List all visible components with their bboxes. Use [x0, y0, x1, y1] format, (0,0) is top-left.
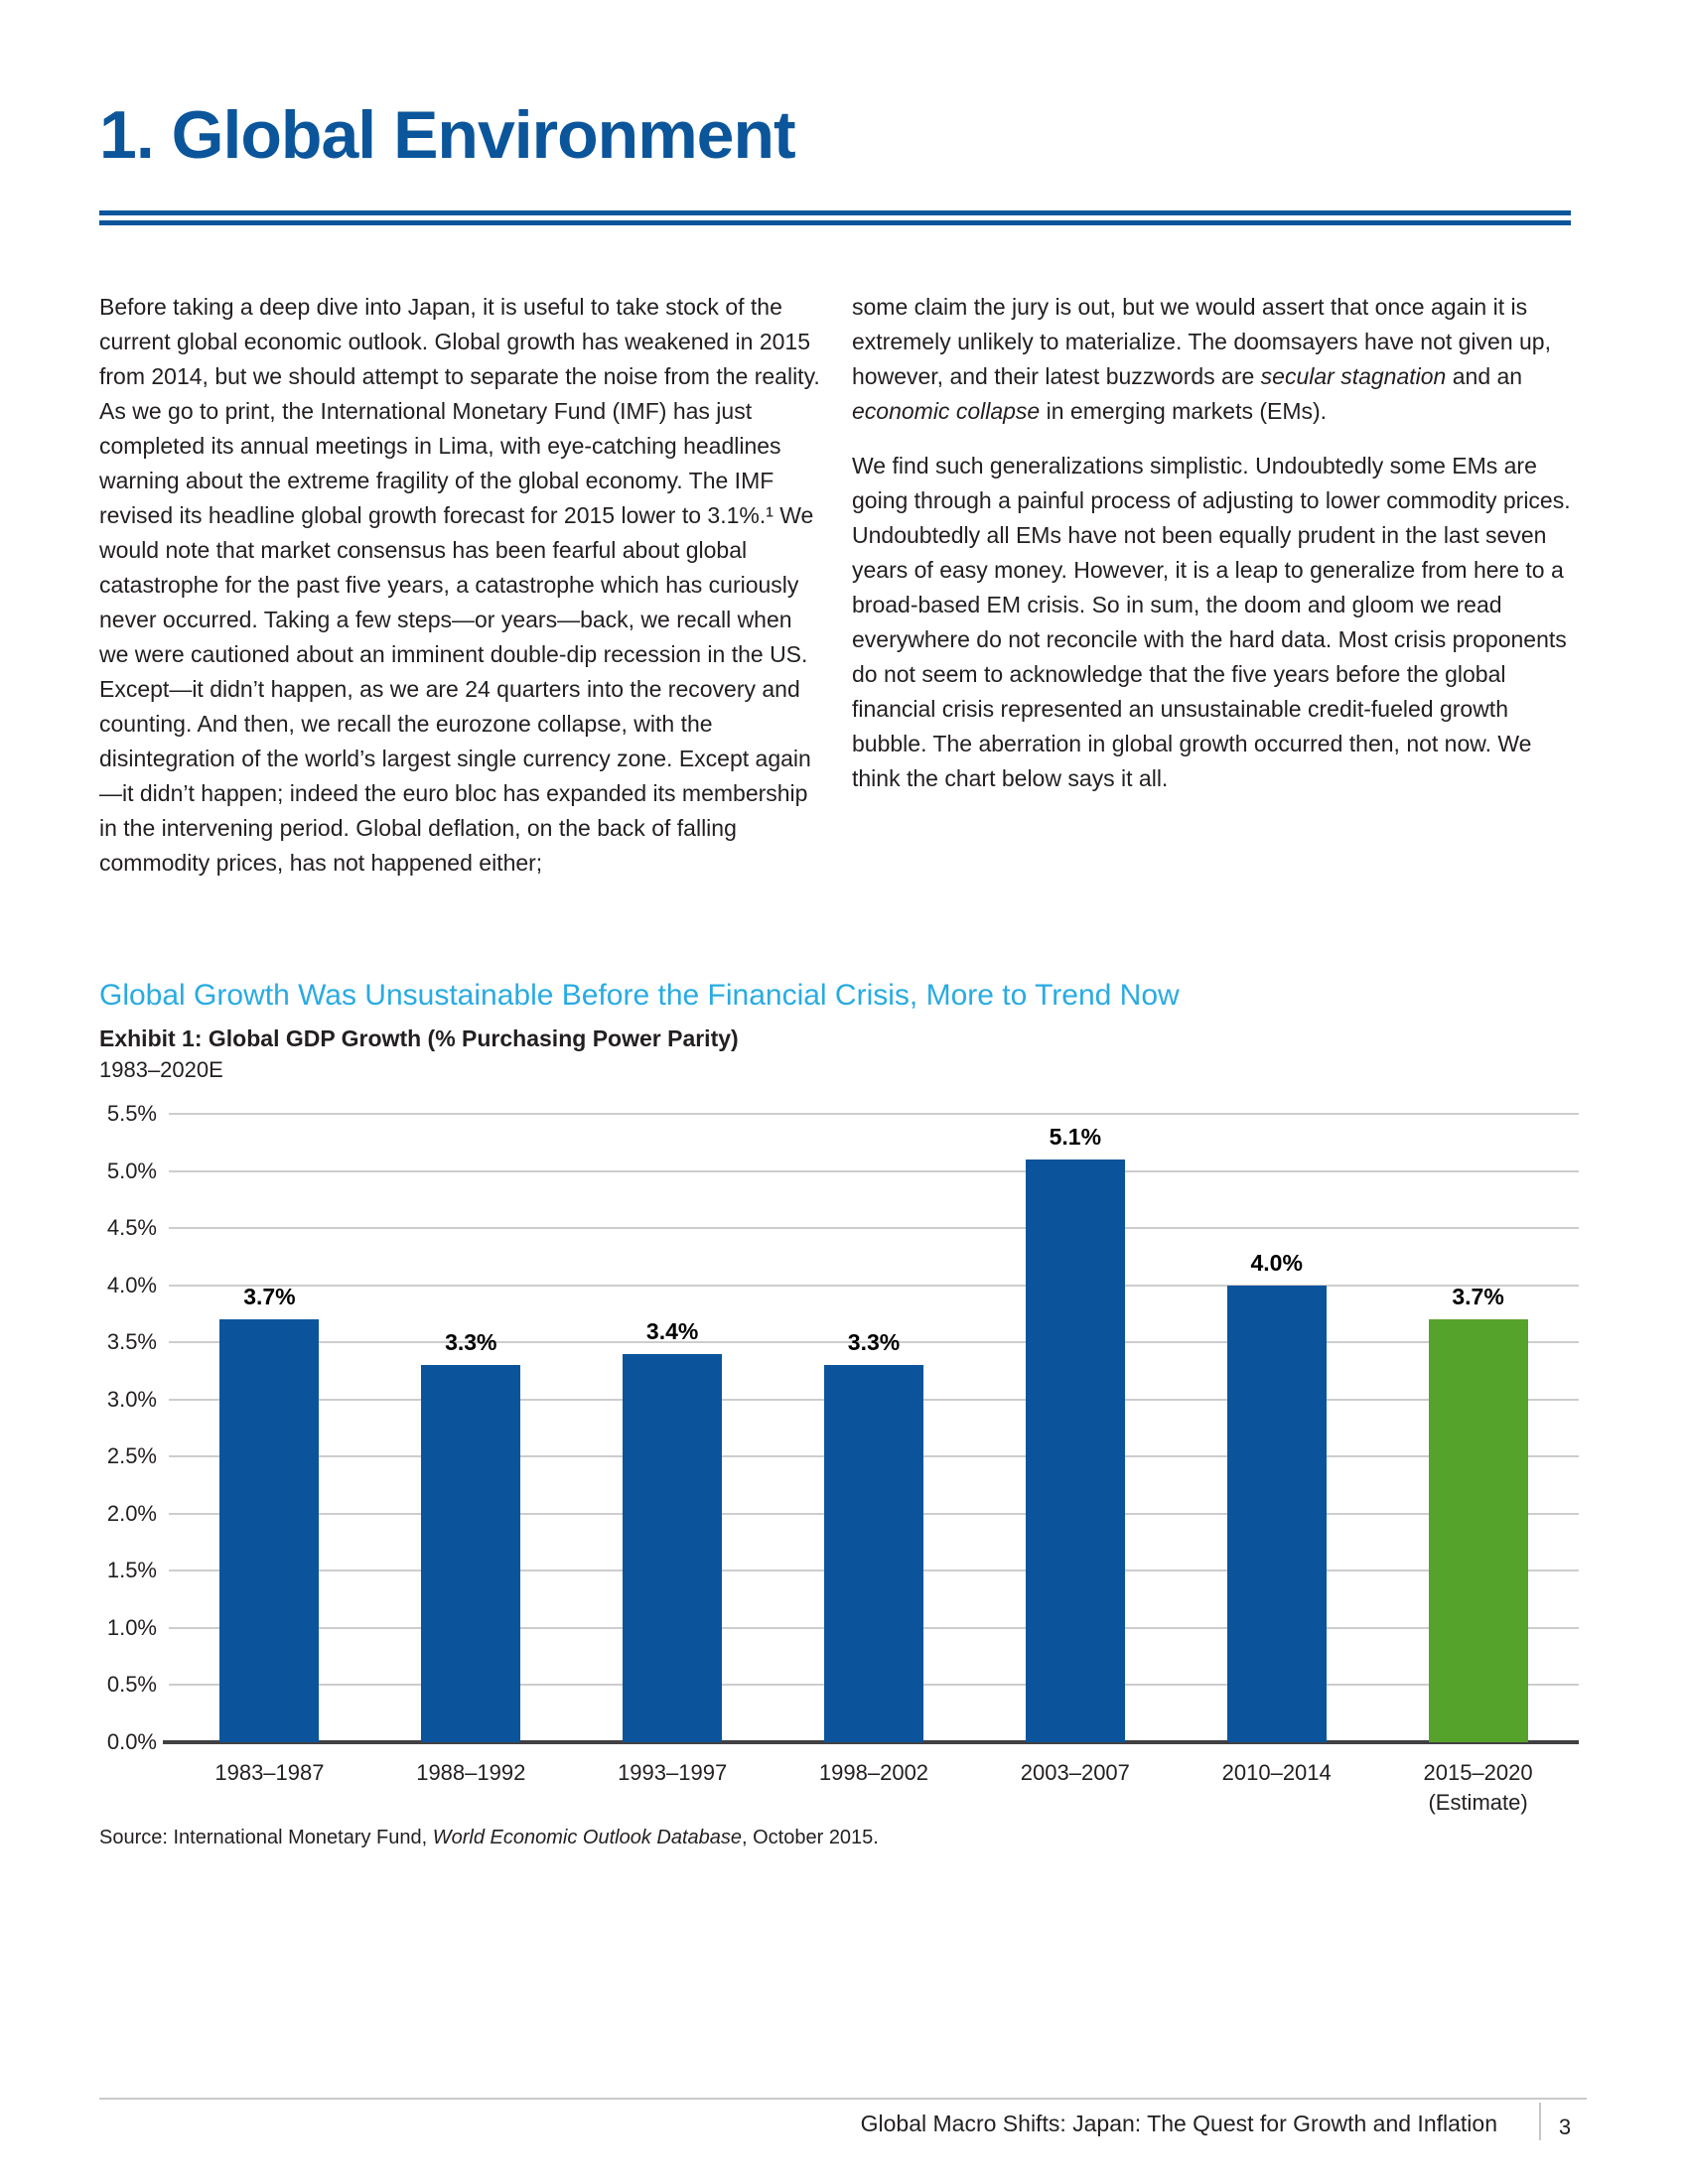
- x-tick-line: 1988–1992: [416, 1760, 526, 1785]
- bar: [421, 1365, 521, 1742]
- x-tick-line: 2010–2014: [1221, 1760, 1332, 1785]
- y-tick-label: 1.0%: [106, 1614, 157, 1640]
- paragraph: Before taking a deep dive into Japan, it…: [99, 294, 820, 876]
- footer-page-number: 3: [1558, 2115, 1572, 2139]
- paragraph: some claim the jury is out, but we would…: [852, 290, 1574, 429]
- footer-rule: [99, 2098, 1587, 2100]
- gridline: [169, 1227, 1579, 1230]
- x-tick-line: 2015–2020: [1423, 1760, 1533, 1785]
- italic-text-segment: World Economic Outlook Database: [432, 1827, 742, 1848]
- page-title: 1. Global Environment: [99, 97, 796, 173]
- x-tick-line: 1993–1997: [618, 1760, 728, 1785]
- body-column-right: some claim the jury is out, but we would…: [852, 290, 1574, 816]
- x-tick-line: (Estimate): [1428, 1790, 1528, 1815]
- text-segment: in emerging markets (EMs).: [1040, 398, 1328, 424]
- y-tick-label: 3.5%: [106, 1329, 157, 1355]
- bar-value-label: 3.7%: [243, 1284, 296, 1310]
- bar: [219, 1319, 320, 1742]
- paragraph: We find such generalizations simplistic.…: [852, 453, 1571, 791]
- x-tick-label: 2015–2020 (Estimate): [1377, 1758, 1579, 1818]
- y-tick-label: 3.0%: [106, 1386, 157, 1412]
- y-tick-label: 2.0%: [106, 1500, 157, 1526]
- gridline: [169, 1113, 1579, 1115]
- italic-text-segment: secular stagnation: [1260, 363, 1447, 389]
- bar: [1226, 1285, 1327, 1742]
- x-tick-line: 2003–2007: [1020, 1760, 1130, 1785]
- y-tick-label: 2.5%: [106, 1443, 157, 1469]
- bar-value-label: 3.4%: [645, 1317, 699, 1344]
- text-segment: some claim the jury is out, but we would…: [852, 294, 1551, 389]
- gridline: [169, 1284, 1579, 1287]
- text-segment: Source: International Monetary Fund,: [99, 1827, 433, 1848]
- x-tick-line: 1998–2002: [818, 1760, 929, 1785]
- bar: [824, 1365, 923, 1742]
- y-tick-label: 4.5%: [106, 1215, 157, 1241]
- x-tick-label: 1993–1997: [572, 1758, 774, 1788]
- exhibit-label: Exhibit 1: Global GDP Growth (% Purchasi…: [99, 1025, 739, 1051]
- title-rule-gap: [99, 215, 1571, 220]
- text-segment: , October 2015.: [742, 1827, 879, 1848]
- y-tick-label: 0.0%: [106, 1729, 157, 1754]
- gridline: [169, 1169, 1579, 1172]
- x-axis-line: [163, 1740, 1579, 1744]
- chart-plot: 0.0% 0.5% 1.0% 1.5% 2.0% 2.5% 3.0% 3.5% 4.0% 4.5%…: [107, 1101, 1579, 1815]
- x-tick-label: 2010–2014: [1176, 1758, 1377, 1788]
- bar-value-label: 4.0%: [1250, 1249, 1303, 1276]
- title-double-rule: [99, 210, 1571, 225]
- x-tick-label: 1988–1992: [370, 1758, 572, 1788]
- bar: [1025, 1160, 1125, 1742]
- chart-period-label: 1983–2020E: [99, 1057, 223, 1082]
- bar: [623, 1353, 723, 1742]
- body-column-left: Before taking a deep dive into Japan, it…: [99, 290, 821, 900]
- chart-source-note: Source: International Monetary Fund, Wor…: [99, 1825, 1571, 1850]
- italic-text-segment: economic collapse: [852, 398, 1041, 424]
- bar-value-label: 3.3%: [445, 1329, 497, 1356]
- bar: [1428, 1319, 1528, 1742]
- x-tick-line: 1983–1987: [214, 1760, 325, 1785]
- text-segment: and an: [1446, 363, 1523, 389]
- y-tick-label: 4.0%: [106, 1272, 157, 1297]
- y-tick-label: 0.5%: [106, 1672, 157, 1698]
- gridline: [169, 1341, 1579, 1344]
- x-tick-label: 1998–2002: [774, 1758, 975, 1788]
- y-tick-label: 5.5%: [106, 1101, 157, 1126]
- y-tick-label: 1.5%: [106, 1558, 157, 1583]
- bar-value-label: 3.7%: [1452, 1284, 1504, 1310]
- x-tick-label: 1983–1987: [169, 1758, 370, 1788]
- footer-divider: [1539, 2103, 1541, 2140]
- x-tick-label: 2003–2007: [974, 1758, 1176, 1788]
- y-tick-label: 5.0%: [106, 1158, 157, 1183]
- chart-section-heading: Global Growth Was Unsustainable Before t…: [99, 979, 1180, 1012]
- bar-value-label: 3.3%: [847, 1329, 901, 1356]
- footer-document-title: Global Macro Shifts: Japan: The Quest fo…: [860, 2111, 1497, 2136]
- bar-value-label: 5.1%: [1049, 1124, 1102, 1151]
